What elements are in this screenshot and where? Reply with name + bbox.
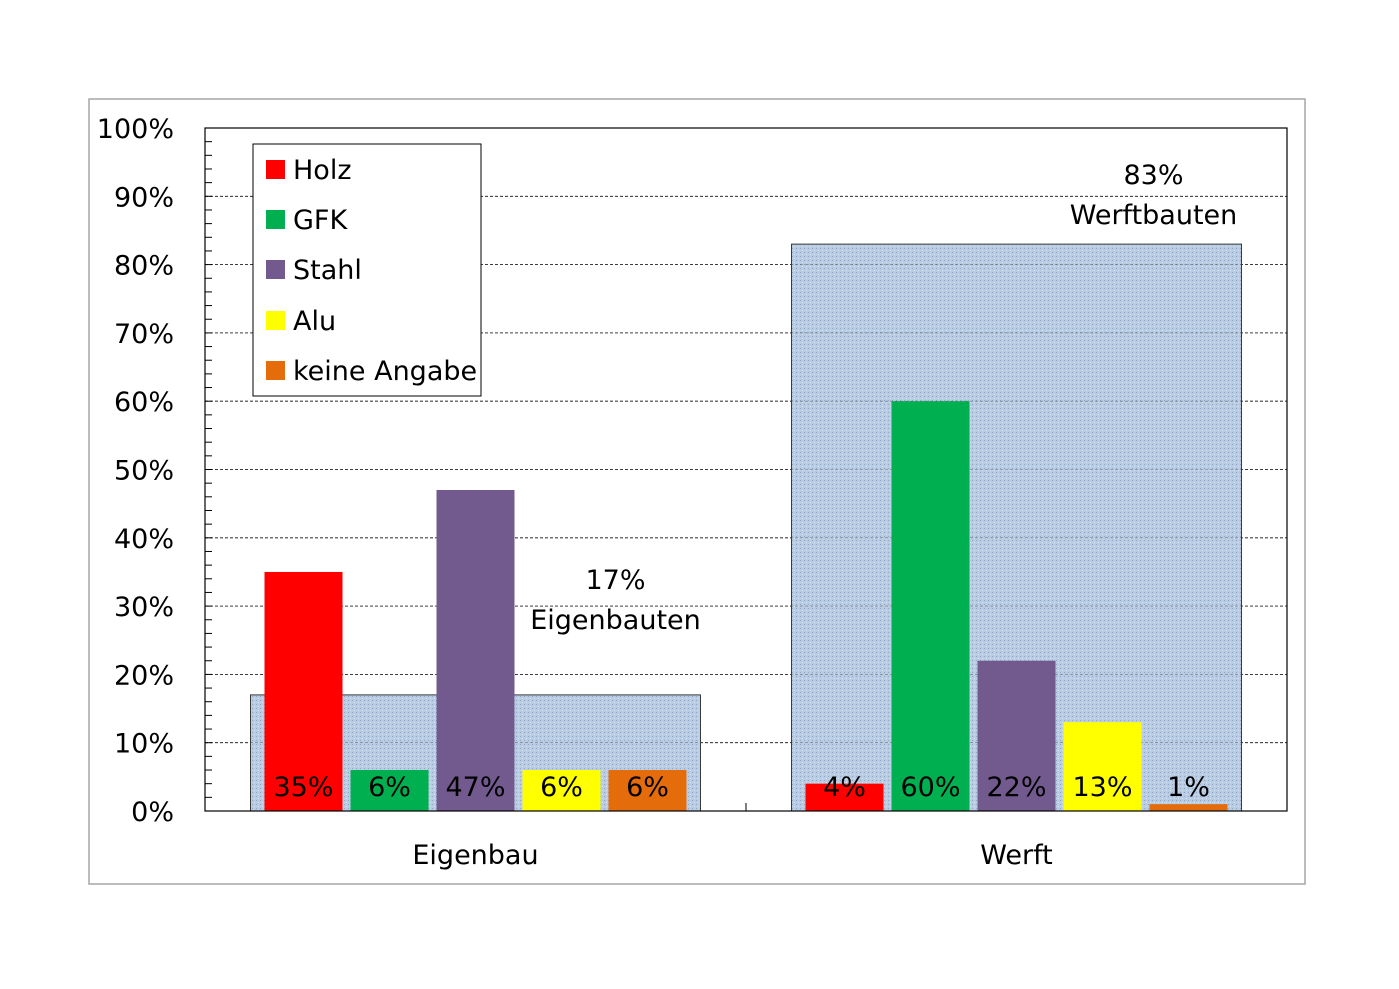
bar-holz <box>805 783 884 811</box>
y-tick-label: 20% <box>114 660 174 691</box>
data-label: 6% <box>540 772 583 803</box>
y-tick-label: 50% <box>114 456 174 487</box>
annotation-value: 83% <box>1123 160 1183 191</box>
y-tick-label: 100% <box>97 114 174 145</box>
bar-alu <box>522 770 601 811</box>
bar-keine-angabe <box>608 770 687 811</box>
data-label: 47% <box>445 772 505 803</box>
y-tick-label: 90% <box>114 182 174 213</box>
legend-swatch <box>266 311 285 330</box>
legend-label: Stahl <box>293 255 362 286</box>
annotation-label: Eigenbauten <box>530 605 701 636</box>
data-label: 35% <box>273 772 333 803</box>
y-tick-label: 10% <box>114 729 174 760</box>
y-tick-label: 40% <box>114 524 174 555</box>
bar-stahl <box>977 660 1056 811</box>
bar-gfk <box>350 770 429 811</box>
annotation-value: 17% <box>585 565 645 596</box>
data-label: 1% <box>1167 772 1210 803</box>
bar-gfk <box>891 401 970 811</box>
data-label: 60% <box>900 772 960 803</box>
legend-label: Holz <box>293 155 352 186</box>
legend-swatch <box>266 361 285 380</box>
legend-box <box>252 143 482 397</box>
bar-keine-angabe <box>1149 804 1228 811</box>
legend-swatch <box>266 210 285 229</box>
bar-stahl <box>436 489 515 811</box>
y-tick-label: 60% <box>114 387 174 418</box>
data-label: 4% <box>823 772 866 803</box>
y-tick-label: 70% <box>114 319 174 350</box>
data-label: 6% <box>368 772 411 803</box>
data-label: 6% <box>626 772 669 803</box>
legend-swatch <box>266 260 285 279</box>
legend-label: keine Angabe <box>293 356 477 387</box>
legend-label: GFK <box>293 205 348 236</box>
x-category-label: Eigenbau <box>412 840 538 871</box>
legend-label: Alu <box>293 306 336 337</box>
data-label: 13% <box>1072 772 1132 803</box>
annotation-label: Werftbauten <box>1070 200 1238 231</box>
bar-holz <box>264 571 343 811</box>
y-tick-label: 30% <box>114 592 174 623</box>
y-tick-label: 0% <box>131 797 174 828</box>
bar-alu <box>1063 722 1142 811</box>
legend-swatch <box>266 160 285 179</box>
x-category-label: Werft <box>980 840 1052 871</box>
data-label: 22% <box>986 772 1046 803</box>
y-tick-label: 80% <box>114 251 174 282</box>
